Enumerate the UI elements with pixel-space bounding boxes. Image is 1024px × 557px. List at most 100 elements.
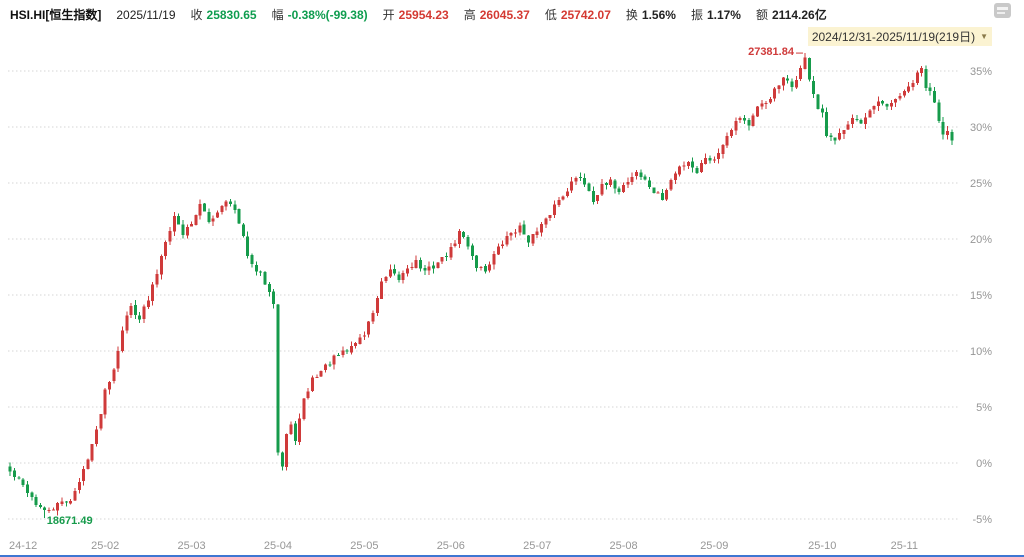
quote-field-amount: 额 2114.26亿 bbox=[756, 6, 827, 23]
candle-body bbox=[859, 120, 863, 124]
candle-body bbox=[768, 99, 772, 103]
candle-body bbox=[833, 137, 837, 141]
candle-body bbox=[190, 224, 194, 227]
candle-body bbox=[263, 271, 267, 285]
candle-body bbox=[846, 124, 850, 130]
x-axis-label: 25-06 bbox=[437, 540, 465, 552]
candle-body bbox=[82, 468, 86, 482]
candle-body bbox=[401, 272, 405, 280]
candle-body bbox=[224, 201, 228, 207]
candle-body bbox=[142, 306, 146, 319]
field-label: 高 bbox=[463, 8, 476, 22]
candle-body bbox=[682, 165, 686, 167]
candle-body bbox=[561, 196, 565, 200]
candle-body bbox=[211, 218, 215, 222]
badge-glyph bbox=[997, 7, 1008, 10]
candle-body bbox=[172, 216, 176, 232]
candle-body bbox=[635, 172, 639, 177]
candle-body bbox=[47, 510, 51, 512]
candle-body bbox=[850, 118, 854, 124]
candle-body bbox=[941, 121, 945, 135]
x-axis-label: 24-12 bbox=[9, 540, 37, 552]
candle-body bbox=[198, 203, 202, 216]
chart-header: HSI.HI[恒生指数] 2025/11/19 收 25830.65 幅 -0.38… bbox=[10, 6, 827, 23]
date-range-selector[interactable]: 2024/12/31-2025/11/19(219日) ▼ bbox=[807, 27, 992, 46]
candle-body bbox=[51, 509, 55, 511]
y-axis-label: 25% bbox=[970, 178, 992, 190]
candle-body bbox=[578, 177, 582, 179]
badge-glyph bbox=[997, 12, 1005, 14]
candle-body bbox=[155, 273, 159, 285]
candle-body bbox=[60, 501, 64, 504]
candle-body bbox=[691, 161, 695, 168]
candle-body bbox=[30, 492, 34, 497]
candle-body bbox=[600, 184, 604, 195]
candle-body bbox=[138, 315, 142, 320]
candle-body bbox=[522, 224, 526, 235]
candle-body bbox=[336, 354, 340, 356]
candle-body bbox=[907, 86, 911, 92]
wp-badge-icon[interactable] bbox=[994, 3, 1011, 18]
y-axis-label: 15% bbox=[970, 290, 992, 302]
candle-body bbox=[120, 330, 124, 351]
candle-body bbox=[838, 133, 842, 140]
x-axis-label: 25-09 bbox=[700, 540, 728, 552]
candle-body bbox=[613, 180, 617, 189]
candle-body bbox=[902, 90, 906, 96]
y-axis-label: 30% bbox=[970, 122, 992, 134]
candle-body bbox=[298, 418, 302, 443]
candle-body bbox=[410, 266, 414, 268]
candle-body bbox=[777, 85, 781, 90]
candle-body bbox=[43, 507, 47, 510]
y-axis-label: 5% bbox=[976, 402, 992, 414]
candle-body bbox=[457, 230, 461, 245]
candle-body bbox=[233, 204, 237, 210]
candle-body bbox=[755, 106, 759, 117]
candle-body bbox=[643, 176, 647, 180]
candle-body bbox=[328, 364, 332, 366]
candle-body bbox=[77, 481, 81, 490]
field-value: -0.38%(-99.38) bbox=[287, 8, 368, 22]
candle-body bbox=[358, 337, 362, 345]
candle-body bbox=[747, 120, 751, 126]
candle-body bbox=[933, 91, 937, 103]
candle-body bbox=[622, 184, 626, 193]
candle-body bbox=[449, 247, 453, 258]
candle-body bbox=[924, 68, 928, 88]
candle-body bbox=[527, 235, 531, 243]
candle-body bbox=[764, 102, 768, 104]
candle-body bbox=[842, 130, 846, 135]
candle-body bbox=[332, 355, 336, 365]
candle-body bbox=[803, 57, 807, 70]
candle-body bbox=[876, 101, 880, 107]
candle-body bbox=[444, 256, 448, 258]
candle-body bbox=[829, 135, 833, 137]
candle-body bbox=[488, 264, 492, 271]
candle-body bbox=[388, 269, 392, 277]
candle-body bbox=[812, 80, 816, 95]
x-axis-label: 25-10 bbox=[808, 540, 836, 552]
candle-body bbox=[440, 256, 444, 262]
candle-body bbox=[587, 183, 591, 191]
candle-body bbox=[436, 262, 440, 268]
candle-body bbox=[25, 484, 29, 494]
candle-body bbox=[760, 103, 764, 107]
candle-body bbox=[604, 183, 608, 185]
candle-body bbox=[470, 245, 474, 256]
candle-body bbox=[73, 490, 77, 501]
candle-body bbox=[626, 182, 630, 185]
candle-body bbox=[129, 305, 133, 316]
candle-body bbox=[781, 77, 785, 86]
candle-body bbox=[630, 176, 634, 183]
candle-body bbox=[656, 192, 660, 194]
candle-body bbox=[21, 479, 25, 485]
candle-body bbox=[466, 236, 470, 247]
quote-date: 2025/11/19 bbox=[116, 7, 176, 22]
candle-body bbox=[639, 172, 643, 177]
high-annotation: 27381.84 bbox=[748, 46, 794, 59]
candle-body bbox=[181, 224, 185, 236]
candle-body bbox=[552, 204, 556, 215]
